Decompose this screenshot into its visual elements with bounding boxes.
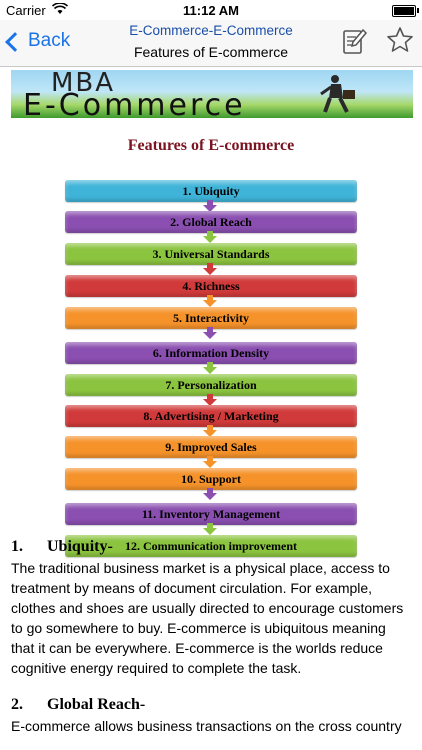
feature-step-10: 10. Support <box>65 468 357 490</box>
down-arrow-icon <box>203 295 217 307</box>
down-arrow-icon <box>203 523 217 535</box>
battery-tip <box>417 8 419 13</box>
carrier-label: Carrier <box>6 3 46 18</box>
edit-notes-icon[interactable] <box>342 27 368 55</box>
battery-icon <box>392 5 416 17</box>
star-icon[interactable] <box>386 26 414 54</box>
feature-step-6: 6. Information Density <box>65 342 357 364</box>
down-arrow-icon <box>203 456 217 468</box>
nav-title: E-Commerce-E-Commerce <box>129 23 293 38</box>
nav-subtitle: Features of E-commerce <box>133 44 289 60</box>
banner-line-2: E-Commerce <box>23 88 246 118</box>
feature-step-5: 5. Interactivity <box>65 307 357 329</box>
status-bar: Carrier 11:12 AM <box>0 0 422 22</box>
feature-step-11: 11. Inventory Management <box>65 503 357 525</box>
down-arrow-icon <box>203 200 217 212</box>
header-banner-image: MBA E-Commerce <box>11 70 413 118</box>
section-heading-ubiquity: 1. Ubiquity- <box>11 538 413 556</box>
feature-step-1: 1. Ubiquity <box>65 180 357 202</box>
down-arrow-icon <box>203 231 217 243</box>
section-title: Global Reach- <box>47 696 146 713</box>
down-arrow-icon <box>203 394 217 406</box>
section-number: 1. <box>11 538 23 555</box>
feature-step-7: 7. Personalization <box>65 374 357 396</box>
navigation-bar: Back E-Commerce-E-Commerce Features of E… <box>0 20 422 67</box>
feature-step-8: 8. Advertising / Marketing <box>65 405 357 427</box>
feature-step-12: 12. Communication improvement <box>65 535 357 557</box>
down-arrow-icon <box>203 362 217 374</box>
down-arrow-icon <box>203 488 217 500</box>
chevron-left-icon <box>5 32 25 52</box>
down-arrow-icon <box>203 263 217 275</box>
section-number: 2. <box>11 696 23 713</box>
clock: 11:12 AM <box>183 3 239 18</box>
banner-line-1: MBA <box>51 70 116 98</box>
section-heading-global-reach: 2. Global Reach- <box>11 696 413 714</box>
back-button[interactable]: Back <box>5 30 71 52</box>
feature-step-4: 4. Richness <box>65 275 357 297</box>
article-content: 1. Ubiquity- The traditional business ma… <box>11 538 413 736</box>
down-arrow-icon <box>203 327 217 339</box>
section-title: Ubiquity- <box>47 538 113 555</box>
feature-step-9: 9. Improved Sales <box>65 436 357 458</box>
section-text-ubiquity: The traditional business market is a phy… <box>11 560 404 676</box>
down-arrow-icon <box>203 425 217 437</box>
page-heading: Features of E-commerce <box>127 137 295 154</box>
back-label: Back <box>28 30 71 51</box>
feature-step-2: 2. Global Reach <box>65 211 357 233</box>
wifi-icon <box>52 3 68 14</box>
businessman-figure-icon <box>320 75 355 113</box>
feature-step-3: 3. Universal Standards <box>65 243 357 265</box>
section-text-global-reach: E-commerce allows business transactions … <box>11 718 402 734</box>
